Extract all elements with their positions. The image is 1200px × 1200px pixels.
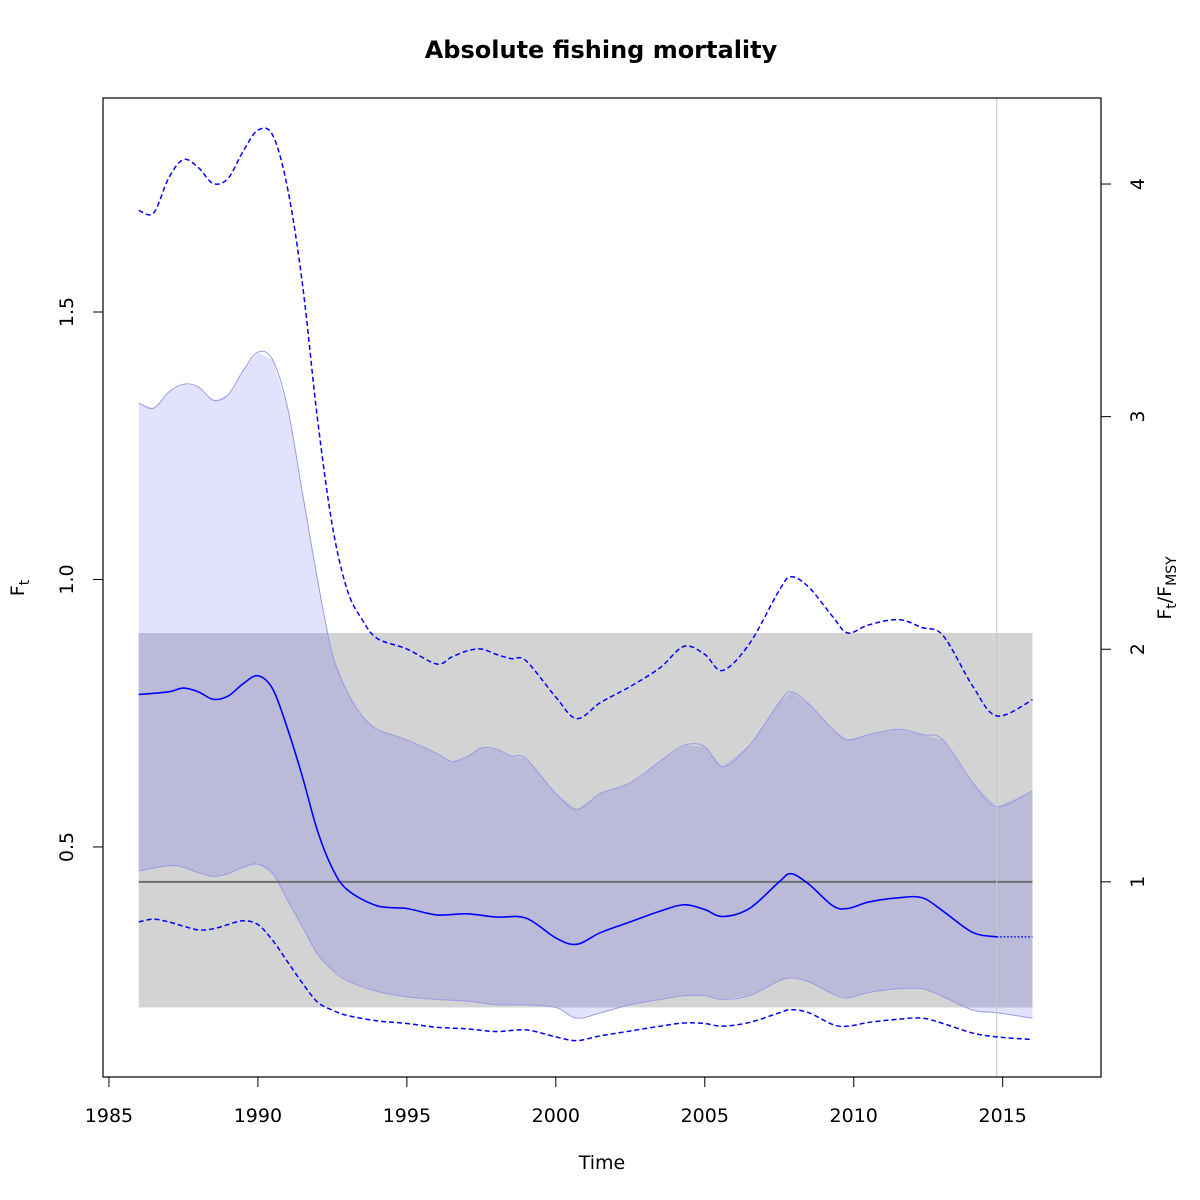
y2-tick-label: 4 [1127,178,1149,190]
x-axis-label: Time [578,1152,626,1174]
y2-axis: 1 2 3 4 [1100,178,1149,888]
y-tick-label: 0.5 [56,832,78,862]
plot-area [138,98,1033,1077]
estimate-line [138,674,997,946]
y2-tick-label: 1 [1127,876,1149,888]
outer-upper-line [138,127,1033,720]
x-tick-label: 2010 [830,1105,878,1127]
chart-title: Absolute fishing mortality [425,36,778,64]
x-tick-label: 2005 [681,1105,729,1127]
ci-lower-edge [138,863,1033,1019]
x-tick-label: 1990 [234,1105,282,1127]
y-axis: 0.5 1.0 1.5 [56,297,104,862]
outer-lower-line [138,918,1033,1042]
y-tick-label: 1.0 [56,564,78,594]
y2-tick-label: 2 [1127,643,1149,655]
x-tick-label: 2015 [979,1105,1027,1127]
x-tick-label: 1985 [85,1105,133,1127]
y-axis-label: Ft [7,579,33,596]
ci-upper-edge [138,350,1033,811]
x-tick-label: 1995 [383,1105,431,1127]
y2-tick-label: 3 [1127,411,1149,423]
y2-axis-label: Ft/FMSY [1154,556,1180,620]
x-axis: 1985 1990 1995 2000 2005 2010 2015 [85,1076,1027,1127]
y-tick-label: 1.5 [56,297,78,327]
ci-fmsy-overlap [138,632,1033,1008]
x-tick-label: 2000 [532,1105,580,1127]
